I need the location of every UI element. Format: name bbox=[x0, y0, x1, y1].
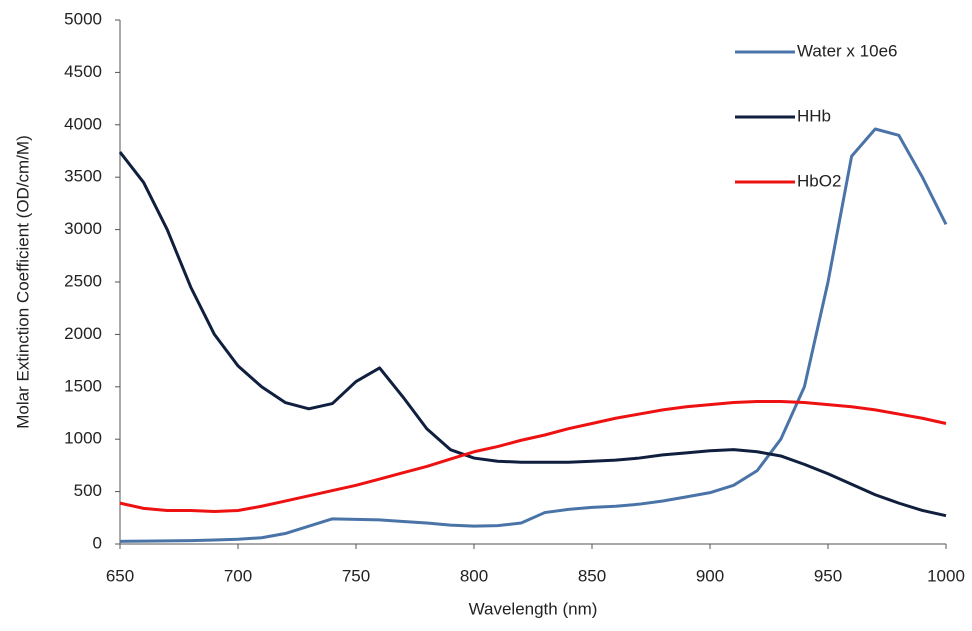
y-tick-label: 1500 bbox=[64, 376, 102, 395]
series-line bbox=[119, 399, 947, 514]
x-axis-label: Wavelength (nm) bbox=[469, 599, 598, 618]
y-tick-label: 3000 bbox=[64, 219, 102, 238]
y-tick-label: 5000 bbox=[64, 9, 102, 28]
series-line bbox=[119, 127, 948, 543]
y-tick-label: 500 bbox=[74, 481, 102, 500]
y-tick-label: 0 bbox=[93, 533, 102, 552]
x-tick-label: 700 bbox=[224, 566, 252, 585]
y-tick-label: 2500 bbox=[64, 271, 102, 290]
y-tick-label: 4000 bbox=[64, 114, 102, 133]
y-tick-label: 2000 bbox=[64, 324, 102, 343]
series-line bbox=[118, 151, 947, 518]
x-tick-label: 800 bbox=[460, 566, 488, 585]
y-tick-label: 3500 bbox=[64, 167, 102, 186]
y-tick-label: 4500 bbox=[64, 62, 102, 81]
legend-label: Water x 10e6 bbox=[797, 41, 897, 60]
y-tick-label: 1000 bbox=[64, 429, 102, 448]
y-axis-label: Molar Extinction Coefficient (OD/cm/M) bbox=[13, 135, 32, 428]
x-tick-label: 850 bbox=[578, 566, 606, 585]
x-tick-label: 950 bbox=[814, 566, 842, 585]
legend-label: HbO2 bbox=[797, 171, 841, 190]
x-tick-label: 1000 bbox=[927, 566, 965, 585]
x-tick-label: 750 bbox=[342, 566, 370, 585]
x-tick-label: 650 bbox=[106, 566, 134, 585]
x-tick-label: 900 bbox=[696, 566, 724, 585]
legend-label: HHb bbox=[797, 106, 831, 125]
